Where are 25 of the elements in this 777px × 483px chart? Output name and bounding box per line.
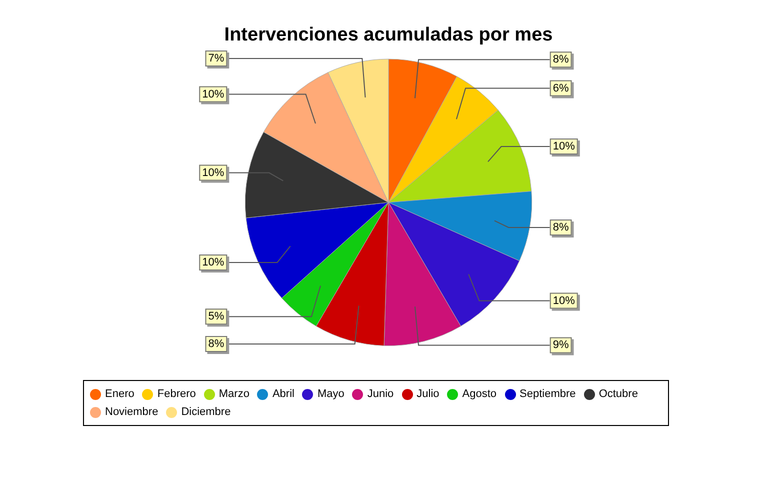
legend-label: Marzo (218, 388, 250, 400)
data-label: 10% (202, 256, 224, 269)
data-label: 5% (208, 310, 224, 323)
data-label: 10% (202, 88, 224, 100)
data-label: 6% (552, 82, 569, 94)
legend-label: Julio (416, 388, 440, 400)
data-label: 8% (208, 338, 224, 350)
legend-label: Octubre (598, 388, 638, 400)
legend-label: Diciembre (180, 406, 231, 418)
data-label: 10% (202, 166, 224, 179)
legend-label: Mayo (316, 388, 344, 400)
data-label: 9% (552, 339, 569, 352)
legend-label: Septiembre (518, 388, 576, 400)
data-label: 10% (552, 294, 576, 307)
data-label: 8% (552, 222, 569, 234)
legend-label: Junio (366, 388, 394, 400)
data-label: 7% (208, 52, 224, 65)
data-label: 10% (552, 140, 576, 153)
legend-label: Noviembre (104, 406, 158, 418)
chart-title: Intervenciones acumuladas por mes (224, 24, 553, 46)
legend-label: Febrero (156, 388, 196, 400)
legend-label: Enero (104, 388, 134, 400)
legend-label: Agosto (461, 388, 497, 400)
data-label: 8% (552, 54, 569, 66)
legend-label: Abril (271, 388, 294, 400)
